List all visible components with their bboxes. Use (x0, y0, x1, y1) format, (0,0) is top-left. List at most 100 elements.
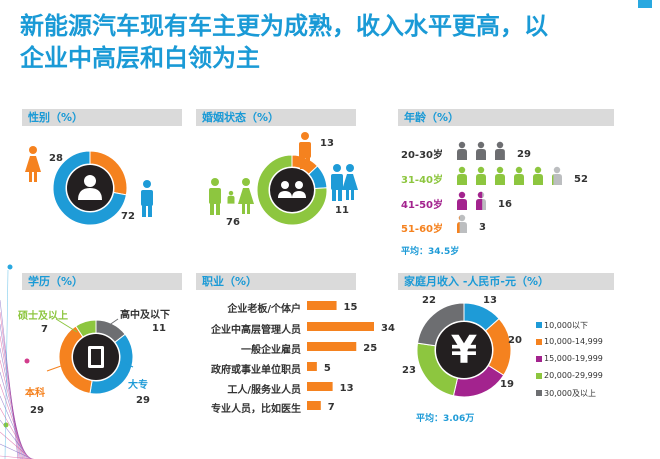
marital-value-2: 76 (226, 217, 240, 228)
age-row1-icon-3 (514, 166, 524, 185)
family-man-icon (209, 178, 221, 215)
income-legend-swatch-4 (536, 390, 542, 396)
occupation-category-1: 企业中高层管理人员 (211, 325, 301, 336)
education-value-3: 7 (41, 324, 48, 335)
occupation-bar-5 (307, 401, 321, 410)
education-value-0: 11 (152, 323, 166, 334)
education-value-1: 29 (136, 395, 150, 406)
marital-panel-title: 婚姻状态（%） (196, 109, 356, 126)
income-panel-title: 家庭月收入 -人民币-元（%） (398, 273, 614, 290)
occupation-value-3: 5 (324, 363, 331, 374)
deco-line-3 (0, 335, 22, 459)
deco-dot-2 (3, 422, 9, 428)
occupation-value-2: 25 (363, 343, 377, 354)
occupation-bar-3 (307, 362, 317, 371)
occupation-value-5: 7 (328, 402, 335, 413)
deco-line-9 (0, 407, 30, 459)
deco-dot-0 (7, 264, 13, 270)
income-legend-swatch-0 (536, 322, 542, 328)
income-legend-4: 30,000及以上 (544, 389, 596, 398)
deco-line-4 (0, 347, 24, 459)
income-value-1: 20 (508, 335, 522, 346)
book-icon (88, 346, 104, 368)
age-category-3: 51-60岁 (401, 224, 443, 235)
age-average-note: 平均：34.5岁 (401, 247, 460, 257)
age-row2-icon-partial (476, 191, 483, 210)
income-legend-0: 10,000以下 (544, 321, 588, 330)
age-row1-icon-1 (476, 166, 486, 185)
page-title-line2: 企业中高层和白领为主 (20, 44, 260, 72)
age-row0-icon-partial (495, 141, 505, 160)
education-label-0: 高中及以下 (120, 310, 170, 321)
education-leader-0 (101, 318, 119, 331)
education-slice-3 (75, 319, 97, 338)
education-label-2: 本科 (25, 388, 45, 399)
occupation-bar-4 (307, 382, 333, 391)
age-row1-icon-partial (552, 174, 554, 185)
age-value-1: 52 (574, 174, 588, 185)
age-row1-icon-2 (495, 166, 505, 185)
couple-woman-icon (342, 164, 358, 200)
gender-value-0: 28 (49, 153, 63, 164)
age-value-3: 3 (479, 222, 486, 233)
income-legend-2: 15,000-19,999 (544, 354, 603, 363)
user-icon (78, 175, 102, 200)
corner-marker (638, 0, 652, 8)
age-category-2: 41-50岁 (401, 200, 443, 211)
occupation-category-5: 专业人员，比如医生 (211, 404, 301, 415)
income-average-note: 平均：3.06万 (416, 414, 475, 424)
occupation-value-1: 34 (381, 323, 395, 334)
education-panel-title: 学历（%） (22, 273, 182, 290)
deco-dot-1 (24, 358, 30, 364)
income-value-4: 22 (422, 295, 436, 306)
family-woman-icon (238, 178, 254, 214)
education-leader-3 (55, 318, 78, 333)
age-row1-icon-bg (552, 166, 562, 185)
age-row0-icon-1 (476, 141, 486, 160)
age-value-0: 29 (517, 149, 531, 160)
age-row1-icon-0 (457, 166, 467, 185)
education-value-2: 29 (30, 405, 44, 416)
occupation-category-0: 企业老板/个体户 (227, 304, 301, 315)
income-legend-swatch-1 (536, 339, 542, 345)
single-icon (299, 132, 311, 169)
deco-line-1 (0, 311, 20, 459)
female-icon (25, 146, 41, 182)
education-leader-2 (46, 365, 62, 372)
occupation-value-4: 13 (340, 383, 354, 394)
age-row0-icon-0 (457, 141, 467, 160)
income-legend-1: 10,000-14,999 (544, 337, 603, 346)
deco-line-5 (0, 359, 25, 459)
couple-man-icon (331, 164, 343, 201)
age-category-0: 20-30岁 (401, 150, 443, 161)
page-title: 新能源汽车现有车主更为成熟，收入水平更高，以 企业中高层和白领为主 (20, 10, 630, 74)
marital-center-disc (270, 168, 314, 212)
age-row2-icon-0 (457, 191, 467, 210)
age-row3-icon-partial (457, 215, 460, 233)
deco-line-vertical (4, 269, 9, 459)
marital-value-1: 11 (335, 205, 349, 216)
occupation-bar-1 (307, 322, 374, 331)
age-row1-icon-4 (533, 166, 543, 185)
income-value-3: 23 (402, 365, 416, 376)
income-slice-4 (416, 302, 465, 347)
income-value-2: 19 (500, 379, 514, 390)
income-center-disc (436, 322, 492, 378)
age-panel-title: 年龄（%） (398, 109, 614, 126)
occupation-value-0: 15 (344, 302, 358, 313)
income-legend-swatch-2 (536, 356, 542, 362)
yuan-icon: ¥ (451, 328, 477, 372)
age-value-2: 16 (498, 199, 512, 210)
page-title-line1: 新能源汽车现有车主更为成熟，收入水平更高，以 (20, 12, 548, 40)
education-label-3: 硕士及以上 (18, 311, 68, 322)
occupation-panel-title: 职业（%） (196, 273, 356, 290)
income-value-0: 13 (483, 295, 497, 306)
income-legend-3: 20,000-29,999 (544, 371, 603, 380)
education-leader-1 (121, 361, 134, 368)
gender-panel-title: 性别（%） (22, 109, 182, 126)
occupation-bar-0 (307, 301, 337, 310)
occupation-category-4: 工人/服务业人员 (227, 385, 301, 396)
education-label-1: 大专 (128, 380, 148, 391)
couple-center-icon (278, 181, 306, 198)
